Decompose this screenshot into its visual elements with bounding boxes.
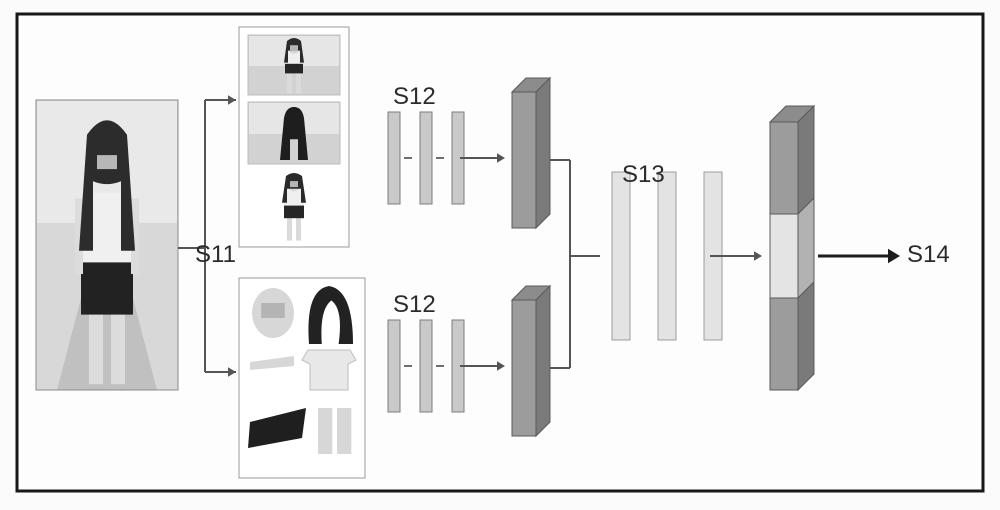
conv-bars-top [388, 112, 464, 204]
panel-bottom [239, 278, 365, 478]
label-S13: S13 [622, 161, 665, 188]
input-image [36, 100, 178, 390]
fusion-bars [612, 172, 722, 340]
output-block [770, 106, 814, 390]
part-shirt [302, 350, 356, 390]
part-leg-r [337, 408, 351, 454]
conv-bars-bottom [388, 320, 464, 412]
label-S14: S14 [907, 241, 950, 268]
panel-top-tile-0 [248, 35, 340, 95]
label-S11: S11 [195, 241, 236, 268]
panel-top [239, 27, 349, 247]
part-leg-l [318, 408, 332, 454]
label-S12_bot: S12 [393, 291, 436, 318]
label-S12_top: S12 [393, 83, 436, 110]
feature-block-bottom [512, 286, 550, 436]
feature-block-top [512, 78, 550, 228]
panel-top-tile-1 [248, 102, 340, 164]
architecture-diagram: S11 S12 S12 S13 S14 [0, 0, 1000, 505]
